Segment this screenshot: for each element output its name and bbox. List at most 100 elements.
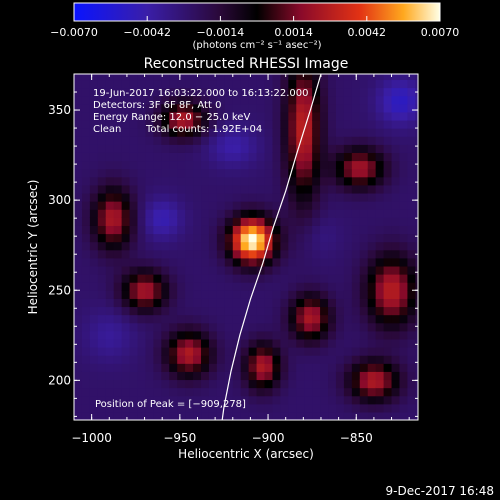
heatmap-cell [407, 347, 416, 356]
heatmap-cell [129, 128, 139, 137]
heatmap-cell [201, 184, 210, 194]
heatmap-cell [177, 306, 186, 316]
heatmap-cell [343, 184, 353, 194]
heatmap-cell [304, 128, 313, 137]
heatmap-cell [383, 411, 393, 420]
heatmap-cell [193, 79, 202, 89]
heatmap-cell [74, 87, 83, 97]
heatmap-cell [335, 168, 345, 178]
heatmap-cell [145, 95, 154, 105]
heatmap-cell [208, 136, 218, 145]
heatmap-cell [335, 136, 345, 145]
heatmap-cell [415, 274, 418, 283]
heatmap-cell [105, 192, 115, 202]
heatmap-cell [240, 371, 250, 381]
heatmap-cell [74, 411, 83, 420]
heatmap-cell [399, 306, 409, 316]
heatmap-cell [113, 379, 123, 389]
heatmap-cell [201, 355, 210, 364]
heatmap-cell [399, 192, 409, 202]
heatmap-cell [177, 249, 186, 259]
heatmap-cell [169, 136, 178, 145]
heatmap-cell [97, 74, 107, 81]
heatmap-cell [399, 322, 409, 332]
heatmap-cell [343, 274, 353, 283]
heatmap-cell [121, 355, 131, 364]
heatmap-cell [232, 184, 242, 194]
heatmap-cell [232, 74, 242, 81]
heatmap-cell [153, 87, 162, 97]
heatmap-cell [248, 95, 258, 105]
heatmap-cell [272, 209, 281, 218]
heatmap-cell [105, 290, 115, 299]
heatmap-cell [399, 79, 409, 89]
heatmap-cell [328, 184, 337, 194]
y-axis-label: Heliocentric Y (arcsec) [26, 180, 40, 315]
heatmap-cell [145, 111, 154, 121]
heatmap-cell [280, 87, 289, 97]
heatmap-cell [89, 176, 99, 186]
heatmap-cell [264, 403, 274, 413]
heatmap-cell [288, 103, 297, 113]
heatmap-cell [216, 103, 226, 113]
heatmap-cell [335, 209, 345, 218]
heatmap-cell [185, 136, 194, 145]
heatmap-cell [129, 119, 139, 129]
heatmap-cell [232, 152, 242, 162]
heatmap-cell [161, 290, 170, 299]
heatmap-cell [335, 79, 345, 89]
heatmap-cell [256, 103, 266, 113]
heatmap-cell [312, 347, 321, 356]
heatmap-cell [304, 314, 313, 324]
heatmap-cell [383, 168, 393, 178]
heatmap-cell [137, 95, 147, 105]
heatmap-cell [208, 152, 218, 162]
heatmap-cell [328, 265, 337, 275]
heatmap-cell [137, 217, 147, 226]
heatmap-cell [74, 103, 83, 113]
heatmap-cell [367, 87, 377, 97]
heatmap-cell [185, 144, 194, 153]
heatmap-cell [351, 95, 361, 105]
heatmap-cell [367, 322, 377, 332]
heatmap-cell [137, 355, 147, 364]
heatmap-cell [312, 338, 321, 348]
heatmap-cell [201, 217, 210, 226]
heatmap-cell [113, 371, 123, 381]
heatmap-cell [74, 403, 83, 413]
heatmap-cell [280, 355, 289, 364]
heatmap-cell [399, 395, 409, 405]
heatmap-cell [399, 249, 409, 259]
heatmap-cell [113, 306, 123, 316]
heatmap-cell [264, 233, 274, 243]
heatmap-cell [351, 217, 361, 226]
heatmap-cell [335, 363, 345, 372]
heatmap-cell [208, 282, 218, 291]
heatmap-cell [280, 371, 289, 381]
heatmap-cell [415, 282, 418, 291]
heatmap-cell [256, 176, 266, 186]
heatmap-cell [415, 103, 418, 113]
heatmap-cell [161, 233, 170, 243]
heatmap-cell [391, 152, 401, 162]
heatmap-cell [81, 306, 91, 316]
heatmap-cell [153, 338, 162, 348]
heatmap-cell [407, 387, 416, 397]
heatmap-cell [137, 79, 147, 89]
heatmap-cell [343, 371, 353, 381]
heatmap-cell [312, 144, 321, 153]
heatmap-cell [248, 160, 258, 170]
heatmap-cell [208, 274, 218, 283]
heatmap-cell [105, 298, 115, 308]
heatmap-cell [312, 184, 321, 194]
heatmap-cell [280, 184, 289, 194]
heatmap-cell [415, 355, 418, 364]
heatmap-cell [407, 314, 416, 324]
heatmap-cell [129, 217, 139, 226]
heatmap-cell [272, 128, 281, 137]
heatmap-cell [248, 79, 258, 89]
heatmap-cell [399, 119, 409, 129]
heatmap-cell [248, 298, 258, 308]
heatmap-cell [367, 411, 377, 420]
heatmap-cell [201, 403, 210, 413]
